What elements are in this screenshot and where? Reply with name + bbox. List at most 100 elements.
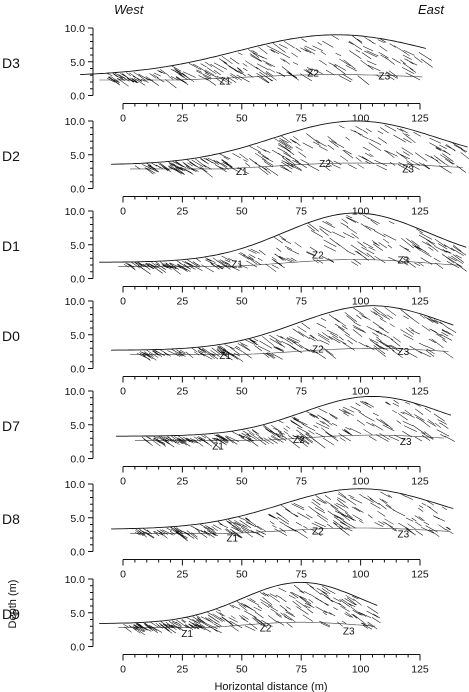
zone-label-z2: Z2 — [319, 159, 331, 170]
x-tick-label: 75 — [295, 296, 307, 308]
surface-profile — [99, 581, 378, 624]
panel-d9: D9 0.0 5.0 10.0 0 25 50 75 100 125 Z1 Z2 Z3 — [2, 574, 429, 676]
x-tick-label: 75 — [295, 569, 307, 581]
zone-label-z2: Z2 — [312, 344, 324, 355]
y-tick-label: 0.0 — [70, 454, 85, 466]
x-tick-label: 50 — [236, 569, 248, 581]
x-tick-label: 25 — [177, 296, 189, 308]
zone-label-z1: Z1 — [219, 351, 231, 362]
x-axis-title: Horizontal distance (m) — [214, 681, 327, 692]
panel-label-d9: D9 — [2, 606, 20, 622]
panel-label-d3: D3 — [2, 55, 20, 71]
x-tick-label: 0 — [120, 296, 126, 308]
panel-label-d1: D1 — [2, 238, 20, 254]
lower-boundary — [118, 621, 375, 628]
zone-label-z2: Z2 — [307, 69, 319, 80]
east-label: East — [418, 2, 445, 17]
x-tick-label: 100 — [352, 569, 370, 581]
y-tick-label: 10.0 — [65, 116, 86, 128]
x-tick-label: 100 — [352, 296, 370, 308]
surface-profile — [111, 120, 468, 165]
x-tick-label: 25 — [177, 664, 189, 676]
lower-boundary — [134, 434, 444, 441]
x-tick-label: 0 — [120, 386, 126, 398]
foreset-laminae — [134, 491, 454, 542]
x-tick-label: 125 — [411, 569, 429, 581]
x-tick-label: 75 — [295, 476, 307, 488]
y-tick-label: 5.0 — [70, 330, 85, 342]
x-tick-label: 50 — [236, 664, 248, 676]
y-tick-label: 5.0 — [70, 57, 85, 69]
zone-label-z3: Z3 — [343, 626, 355, 637]
panel-label-d7: D7 — [2, 418, 20, 434]
y-tick-label: 0.0 — [70, 642, 85, 654]
x-tick-label: 125 — [411, 664, 429, 676]
panel-d0: D0 0.0 5.0 10.0 0 25 50 75 100 125 Z1 Z2 Z3 — [2, 296, 457, 398]
x-tick-label: 0 — [120, 206, 126, 218]
surface-profile — [111, 488, 454, 530]
x-tick-label: 100 — [352, 476, 370, 488]
x-tick-label: 50 — [236, 206, 248, 218]
zone-label-z1: Z1 — [181, 629, 193, 640]
y-tick-label: 0.0 — [70, 274, 85, 286]
foreset-laminae — [136, 307, 457, 362]
x-tick-label: 0 — [120, 476, 126, 488]
x-tick-label: 75 — [295, 664, 307, 676]
x-tick-label: 50 — [236, 296, 248, 308]
x-tick-label: 0 — [120, 569, 126, 581]
x-tick-label: 125 — [411, 113, 429, 125]
surface-profile — [80, 34, 427, 75]
foreset-laminae — [134, 124, 469, 178]
panel-d1: D1 0.0 5.0 10.0 0 25 50 75 100 125 Z1 Z2 Z3 — [2, 206, 467, 308]
surface-profile — [111, 305, 454, 351]
panel-d8: D8 0.0 5.0 10.0 0 25 50 75 100 125 Z1 Z2 Z3 — [2, 479, 454, 581]
y-tick-label: 0.0 — [70, 184, 85, 196]
zone-label-z1: Z1 — [231, 260, 243, 271]
y-tick-label: 5.0 — [70, 608, 85, 620]
y-tick-label: 5.0 — [70, 150, 85, 162]
panel-label-d2: D2 — [2, 148, 20, 164]
y-tick-label: 10.0 — [65, 574, 86, 586]
zone-label-z1: Z1 — [226, 533, 238, 544]
panel-d3: D3 0.0 5.0 10.0 0 25 50 75 100 125 Z1 Z2 Z3 — [2, 23, 433, 125]
panel-d2: D2 0.0 5.0 10.0 0 25 50 75 100 125 Z1 Z2 Z3 — [2, 116, 469, 218]
y-tick-label: 0.0 — [70, 547, 85, 559]
x-tick-label: 25 — [177, 569, 189, 581]
x-tick-label: 75 — [295, 206, 307, 218]
x-tick-label: 25 — [177, 386, 189, 398]
zone-label-z3: Z3 — [402, 164, 414, 175]
x-tick-label: 125 — [411, 386, 429, 398]
x-tick-label: 75 — [295, 386, 307, 398]
zone-label-z2: Z2 — [312, 527, 324, 538]
zone-label-z2: Z2 — [312, 250, 324, 261]
panel-label-d0: D0 — [2, 328, 20, 344]
x-tick-label: 125 — [411, 476, 429, 488]
y-tick-label: 10.0 — [65, 386, 86, 398]
foreset-laminae — [141, 399, 456, 449]
foreset-laminae — [123, 583, 381, 636]
y-tick-label: 10.0 — [65, 206, 86, 218]
x-tick-label: 25 — [177, 113, 189, 125]
zone-label-z3: Z3 — [398, 347, 410, 358]
y-tick-label: 10.0 — [65, 23, 86, 35]
y-tick-label: 0.0 — [70, 91, 85, 103]
zone-label-z2: Z2 — [260, 624, 272, 635]
x-tick-label: 25 — [177, 476, 189, 488]
x-tick-label: 50 — [236, 386, 248, 398]
foreset-laminae — [123, 214, 467, 275]
zone-label-z3: Z3 — [398, 529, 410, 540]
foreset-laminae — [106, 34, 433, 89]
y-tick-label: 5.0 — [70, 240, 85, 252]
x-tick-label: 25 — [177, 206, 189, 218]
surface-profile — [99, 212, 467, 263]
x-tick-label: 75 — [295, 113, 307, 125]
zone-label-z1: Z1 — [212, 442, 224, 453]
x-tick-label: 0 — [120, 113, 126, 125]
west-label: West — [114, 2, 145, 17]
lower-boundary — [99, 74, 423, 81]
panel-label-d8: D8 — [2, 511, 20, 527]
x-tick-label: 100 — [352, 113, 370, 125]
x-tick-label: 50 — [236, 113, 248, 125]
zone-label-z3: Z3 — [379, 71, 391, 82]
